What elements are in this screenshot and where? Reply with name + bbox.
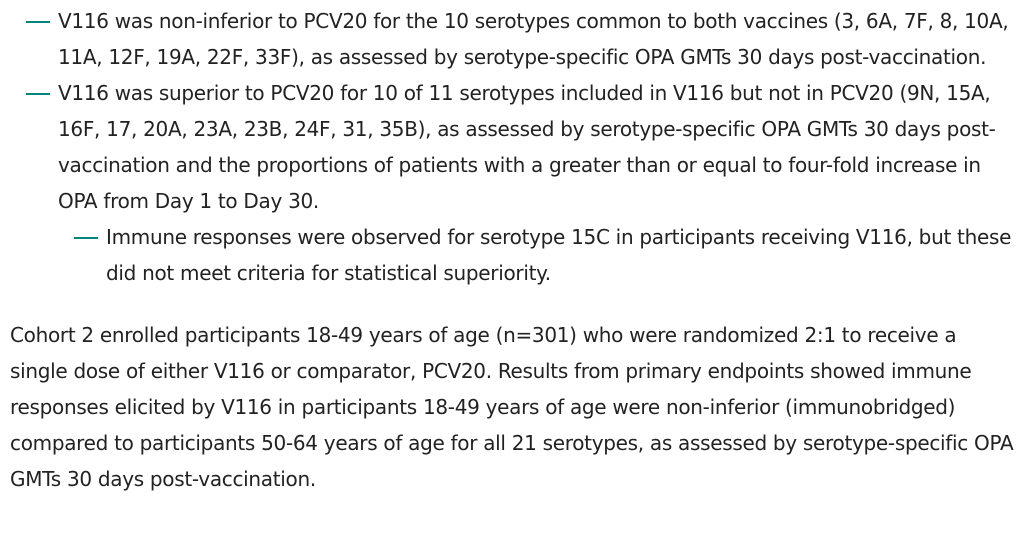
paragraph: Cohort 2 enrolled participants 18-49 yea… <box>10 323 1014 491</box>
bullet-item: V116 was superior to PCV20 for 10 of 11 … <box>10 75 1016 219</box>
sub-bullet-item: Immune responses were observed for serot… <box>10 219 1016 291</box>
bullet-item: V116 was non-inferior to PCV20 for the 1… <box>10 3 1016 75</box>
document: V116 was non-inferior to PCV20 for the 1… <box>0 3 1026 497</box>
